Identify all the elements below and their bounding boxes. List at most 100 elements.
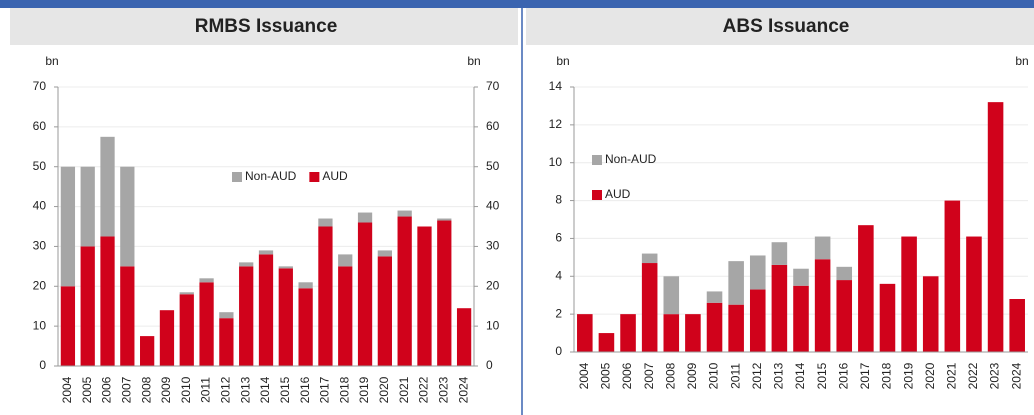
bar-segment [100, 136, 115, 237]
y2-tick-label: 20 [486, 278, 500, 292]
y-tick-label: 40 [33, 199, 47, 213]
bar-segment [598, 333, 615, 352]
x-tick-label: 2007 [120, 376, 134, 403]
x-tick-label: 2008 [139, 376, 153, 403]
legend-label: AUD [605, 187, 631, 201]
x-tick-label: 2024 [1009, 362, 1023, 389]
x-tick-label: 2005 [599, 362, 613, 389]
x-tick-label: 2015 [278, 376, 292, 403]
x-tick-label: 2009 [685, 362, 699, 389]
bar-segment [987, 102, 1004, 353]
legend-swatch [232, 172, 242, 182]
x-tick-label: 2020 [377, 376, 391, 403]
x-tick-label: 2017 [858, 362, 872, 389]
bar-segment [641, 253, 658, 264]
bar-segment [706, 291, 723, 303]
x-tick-label: 2024 [456, 376, 470, 403]
y2-unit-label: bn [1015, 54, 1028, 68]
x-tick-label: 2004 [577, 362, 591, 389]
bar-segment [749, 255, 766, 290]
bar-segment [663, 276, 680, 315]
bar-segment [836, 280, 853, 352]
bar-segment [922, 276, 939, 352]
y-tick-label: 0 [555, 344, 562, 358]
x-tick-label: 2015 [815, 362, 829, 389]
bar-segment [60, 286, 76, 366]
bar-segment [278, 266, 293, 269]
header-panel [526, 8, 1034, 45]
y-tick-label: 30 [33, 239, 47, 253]
bar-segment [437, 218, 452, 221]
top-band [0, 0, 1034, 8]
legend-swatch [592, 155, 602, 165]
y-unit-label: bn [556, 54, 569, 68]
legend-label: Non-AUD [605, 152, 657, 166]
bar-segment [100, 236, 115, 366]
y-tick-label: 4 [555, 268, 562, 282]
bar-segment [318, 218, 333, 227]
x-tick-label: 2006 [620, 362, 634, 389]
x-tick-label: 2022 [966, 362, 980, 389]
bar-segment [159, 310, 175, 366]
bar-segment [318, 226, 333, 366]
bar-segment [641, 263, 658, 352]
x-tick-label: 2008 [663, 362, 677, 389]
y-tick-label: 60 [33, 119, 47, 133]
x-tick-label: 2018 [337, 376, 351, 403]
bar-segment [298, 282, 313, 289]
bar-segment [219, 312, 234, 319]
y-tick-label: 8 [555, 193, 562, 207]
bar-segment [749, 289, 766, 352]
y-tick-label: 10 [33, 318, 47, 332]
chart-title: ABS Issuance [723, 16, 850, 37]
bar-segment [120, 166, 135, 267]
x-tick-label: 2023 [436, 376, 450, 403]
bar-segment [685, 314, 701, 352]
bar-segment [219, 318, 234, 366]
bar-segment [258, 254, 274, 366]
x-tick-label: 2012 [219, 376, 233, 403]
x-tick-label: 2014 [793, 362, 807, 389]
legend-swatch [592, 190, 602, 200]
bar-segment [338, 266, 353, 366]
x-tick-label: 2021 [397, 376, 411, 403]
bar-segment [793, 285, 809, 352]
y-tick-label: 50 [33, 159, 47, 173]
x-tick-label: 2009 [159, 376, 173, 403]
x-tick-label: 2006 [100, 376, 114, 403]
x-tick-label: 2022 [417, 376, 431, 403]
y-tick-label: 20 [33, 278, 47, 292]
bar-segment [338, 254, 353, 267]
bar-segment [577, 314, 593, 352]
header-panel [10, 8, 518, 45]
bar-segment [239, 266, 254, 366]
x-tick-label: 2005 [80, 376, 94, 403]
y-tick-label: 6 [555, 231, 562, 245]
bar-segment [377, 250, 392, 257]
bar-segment [858, 225, 874, 352]
x-tick-label: 2021 [945, 362, 959, 389]
bar-segment [836, 266, 853, 281]
y-tick-label: 70 [33, 79, 47, 93]
chart-title: RMBS Issuance [195, 16, 338, 37]
y2-tick-label: 30 [486, 239, 500, 253]
legend-label: Non-AUD [245, 169, 297, 183]
x-tick-label: 2007 [642, 362, 656, 389]
bar-segment [456, 308, 472, 366]
bar-segment [298, 288, 313, 366]
x-tick-label: 2019 [901, 362, 915, 389]
y2-tick-label: 0 [486, 358, 493, 372]
x-tick-label: 2014 [258, 376, 272, 403]
y-tick-label: 14 [549, 79, 563, 93]
bar-segment [80, 166, 95, 247]
bar-segment [437, 220, 452, 366]
x-tick-label: 2013 [772, 362, 786, 389]
bar-segment [80, 246, 95, 366]
x-tick-label: 2004 [60, 376, 74, 403]
bar-segment [357, 222, 373, 366]
bar-segment [793, 268, 809, 286]
legend-swatch [309, 172, 320, 182]
bar-segment [397, 216, 412, 366]
x-tick-label: 2019 [357, 376, 371, 403]
